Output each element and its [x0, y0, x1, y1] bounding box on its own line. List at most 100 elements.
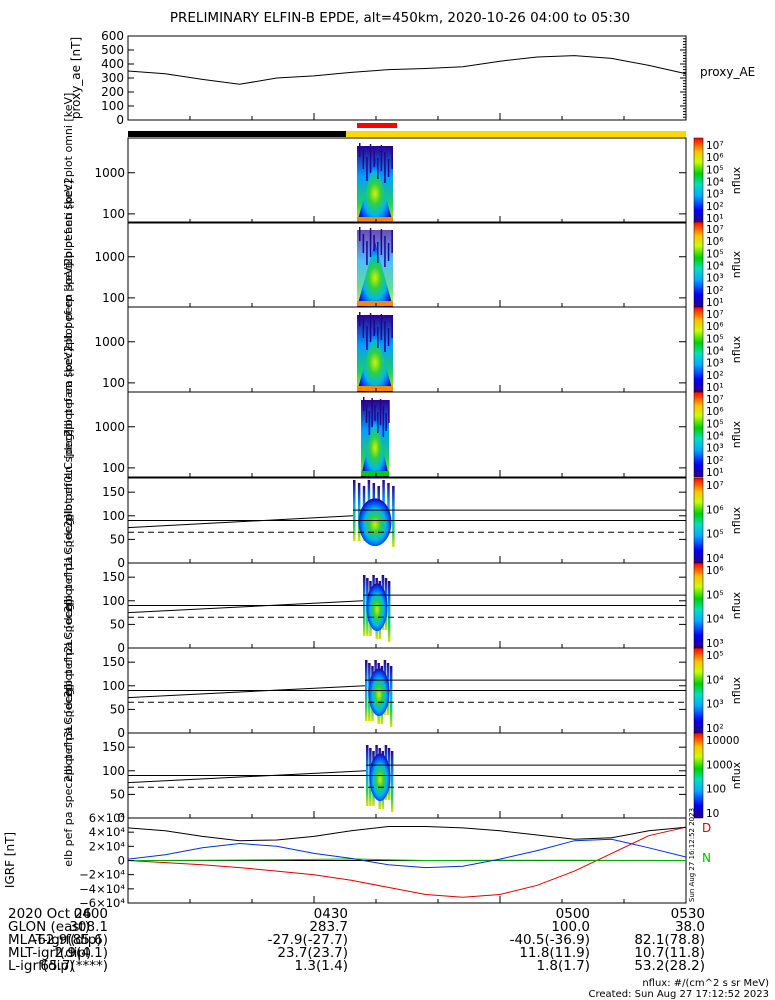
colorbar-label: 10⁴ [706, 177, 724, 189]
igrf-y-tick-label: 6×10⁴ [89, 811, 126, 825]
ephemeris-value: 100.0 [551, 919, 590, 935]
panel-ylabel: elb pef pa spec2plot ch0LC [deg] [62, 429, 75, 611]
colorbar-gradient [693, 647, 704, 734]
panel-frame [127, 391, 687, 478]
ephemeris-row: 2020 Oct 26 0400 0430 0500 0530 [8, 906, 705, 922]
spectrogram-data [357, 227, 393, 307]
colorbar-label: 10⁷ [706, 394, 724, 406]
y-tick-label: 100 [102, 679, 125, 693]
flux-streak [387, 159, 390, 177]
colorbar-label: 10³ [706, 699, 724, 711]
colorbar-gradient [693, 477, 704, 564]
proxy-ae-frame [127, 35, 687, 121]
ephemeris-value: 0530 [670, 906, 705, 922]
colorbar-label: 10⁴ [706, 431, 724, 443]
flux-core [358, 498, 392, 546]
colorbar: 10000 1000 100 10 nflux [693, 732, 743, 820]
flux-streak [362, 234, 365, 253]
flux-streak [384, 152, 386, 183]
panel-y-ticks: 1000 100 [94, 166, 686, 221]
flux-low-energy-band [357, 217, 393, 222]
ephemeris-value: 2.9(4.1) [54, 945, 108, 961]
flux-streak [380, 314, 383, 340]
colorbar-label: 10¹ [706, 467, 724, 479]
flux-streak [391, 146, 393, 169]
flux-streak [365, 404, 368, 423]
flux-core [369, 753, 391, 801]
colorbar-label: 10⁶ [706, 321, 724, 333]
y-tick-label: 150 [102, 740, 125, 754]
flux-streak [385, 413, 387, 431]
colorbar-title: nflux [730, 166, 743, 194]
igrf-y-tick-label: 4×10⁴ [89, 825, 126, 839]
colorbar-label: 10² [706, 201, 724, 213]
y-tick-label: 100 [102, 509, 125, 523]
ephemeris-row-label: MLAT-igrf(dip) [8, 932, 102, 948]
plot-title: PRELIMINARY ELFIN-B EPDE, alt=450km, 202… [170, 10, 630, 26]
panel-y-ticks: 1000 100 [94, 420, 686, 475]
flux-core [361, 412, 389, 477]
flux-streak [387, 581, 391, 642]
flux-low-energy-band [357, 386, 393, 391]
y-tick-label: 0 [117, 811, 125, 825]
colorbar-gradient [693, 137, 704, 224]
flux-streak [369, 144, 372, 173]
spectrogram-panel: 150 100 50 0 elb pef pa spec2plot ch2LC [deg… [62, 599, 743, 781]
ephemeris-row: GLON (east) 308.1 283.7 100.0 38.0 [8, 919, 705, 935]
proxy-ae-y-tick-label: 300 [101, 71, 124, 85]
flux-streak [391, 230, 393, 253]
colorbar-label: 10⁶ [706, 152, 724, 164]
flux-streak [380, 229, 383, 255]
igrf-label-d: D [702, 821, 711, 835]
colorbar-label: 10⁶ [706, 406, 724, 418]
spectrogram-panel: 1000 100 elb pef en spec2plot anti [keV] 10… [62, 180, 743, 349]
spectrogram-data [361, 397, 390, 477]
flux-streak [373, 320, 375, 336]
colorbar-title: nflux [730, 676, 743, 704]
flux-streak [366, 157, 368, 181]
colorbar-gradient [693, 391, 704, 478]
colorbar-label: 100 [706, 784, 726, 796]
ephemeris-row: MLAT-igrf(dip) -62.9(85.6) -27.9(-27.7) -40… [8, 932, 705, 948]
panel-frame [127, 306, 687, 393]
colorbar-label: 10⁴ [706, 261, 724, 273]
flux-streak [377, 242, 379, 263]
proxy-ae-line [127, 55, 687, 85]
colorbar-label: 10⁵ [706, 418, 724, 430]
spectrogram-panel: 1000 100 elb pef en spec2plot perp [keV] 10… [62, 263, 743, 436]
flux-streak [377, 158, 379, 179]
flux-streak [359, 312, 361, 326]
science-zone-bar [357, 123, 397, 128]
colorbar: 10⁵ 10⁴ 10³ 10² nflux [693, 647, 743, 735]
loss-cone-line [127, 600, 364, 614]
proxy-ae-right-ticks [680, 35, 686, 121]
credits: nflux: #/(cm^2 s sr MeV) Created: Sun Au… [589, 978, 769, 1000]
flux-core [368, 668, 390, 716]
flux-streak [377, 327, 379, 348]
proxy-ae-y-tick-label: 400 [101, 57, 124, 71]
colorbar-label: 10⁶ [706, 236, 724, 248]
y-tick-label: 0 [117, 726, 125, 740]
flux-streak [359, 227, 361, 241]
colorbar-label: 10² [706, 370, 724, 382]
ephemeris-row-label: L-igrf(dip) [8, 958, 75, 974]
created-side-stamp: Sun Aug 27 16:12:52 2023 [688, 808, 696, 902]
flux-streak [379, 399, 382, 425]
colorbar-label: 10⁵ [706, 529, 724, 541]
colorbar-label: 10³ [706, 273, 724, 285]
flux-core [357, 327, 393, 392]
flux-streak [369, 228, 372, 257]
colorbar-label: 10¹ [706, 382, 724, 394]
ephemeris-row-label: 2020 Oct 26 [8, 906, 92, 922]
shadow-bar [128, 131, 346, 137]
flux-core [357, 242, 393, 307]
colorbar-label: 10³ [706, 638, 724, 650]
colorbar-label: 10² [706, 723, 724, 735]
flux-streak [366, 241, 368, 265]
colorbar-label: 10⁷ [706, 309, 724, 321]
